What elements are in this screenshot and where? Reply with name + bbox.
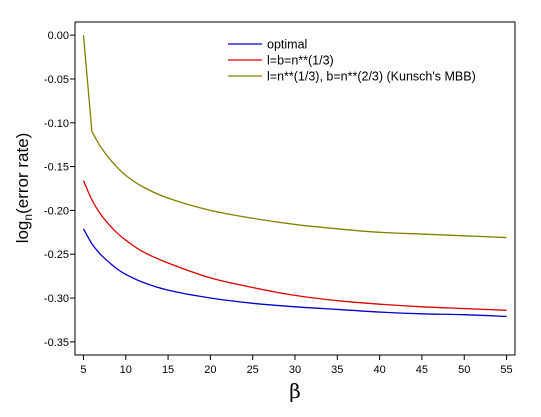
x-tick-label: 15: [162, 364, 174, 376]
x-tick-label: 55: [500, 364, 512, 376]
x-tick-label: 45: [416, 364, 428, 376]
x-tick-label: 20: [204, 364, 216, 376]
y-tick-label: -0.15: [44, 162, 69, 174]
x-tick-label: 50: [458, 364, 470, 376]
y-tick-label: -0.25: [44, 249, 69, 261]
x-axis-label: β: [289, 379, 301, 403]
y-tick-label: 0.00: [48, 30, 69, 42]
y-tick-label: -0.20: [44, 205, 69, 217]
legend-label-1: optimal: [267, 38, 307, 52]
series-line-2: [82, 180, 507, 311]
legend-label-2: l=b=n**(1/3): [267, 54, 334, 68]
y-tick-label: -0.05: [44, 74, 69, 86]
y-tick-label: -0.10: [44, 118, 69, 130]
y-tick-label: -0.30: [44, 293, 69, 305]
x-tick-label: 5: [80, 364, 86, 376]
x-axis-ticks: 5 10 15 20 25 30 35 40 45 50 55: [80, 355, 513, 376]
legend: optimal l=b=n**(1/3) l=n**(1/3), b=n**(2/3…: [228, 38, 476, 84]
series-line-1: [82, 228, 507, 318]
x-tick-label: 30: [289, 364, 301, 376]
series-line-3: [82, 35, 507, 239]
series-lines: [82, 35, 507, 318]
y-axis-label-rest: (error rate): [13, 133, 32, 214]
y-tick-label: -0.35: [44, 337, 69, 349]
y-axis-label: logn(error rate): [13, 133, 35, 244]
y-axis-label-subscript: n: [21, 214, 35, 221]
legend-label-3: l=n**(1/3), b=n**(2/3) (Kunsch's MBB): [267, 70, 476, 84]
x-tick-label: 25: [247, 364, 259, 376]
x-tick-label: 35: [331, 364, 343, 376]
x-tick-label: 40: [373, 364, 385, 376]
x-tick-label: 10: [120, 364, 132, 376]
y-axis-ticks: 0.00 -0.05 -0.10 -0.15 -0.20 -0.25 -0.30 -0.35: [44, 30, 75, 349]
y-axis-label-main: log: [13, 221, 32, 244]
